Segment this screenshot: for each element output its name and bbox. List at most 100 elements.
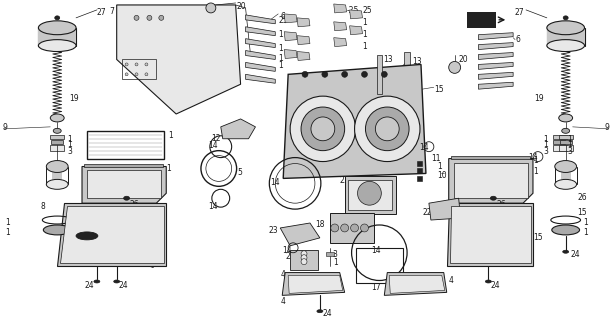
Circle shape <box>351 224 359 232</box>
Ellipse shape <box>485 280 491 283</box>
Text: 4: 4 <box>280 297 285 306</box>
Bar <box>51 140 63 144</box>
Text: 4: 4 <box>280 269 285 279</box>
Ellipse shape <box>317 310 323 313</box>
Text: 24: 24 <box>323 309 332 318</box>
Text: 14: 14 <box>528 153 537 162</box>
Text: 15: 15 <box>578 208 587 217</box>
Bar <box>378 54 382 94</box>
Circle shape <box>145 73 148 76</box>
Ellipse shape <box>554 161 577 172</box>
Bar <box>52 166 62 184</box>
Text: 1: 1 <box>278 53 283 62</box>
Text: 18: 18 <box>315 220 324 229</box>
Text: 20: 20 <box>458 54 468 63</box>
Bar <box>345 176 396 214</box>
Text: 10: 10 <box>437 172 446 180</box>
Circle shape <box>135 63 138 66</box>
Circle shape <box>290 96 356 162</box>
Text: 1: 1 <box>543 135 548 144</box>
Text: 24: 24 <box>119 282 129 291</box>
Text: 21: 21 <box>340 176 349 185</box>
Ellipse shape <box>54 16 60 20</box>
Ellipse shape <box>559 114 573 122</box>
Polygon shape <box>87 171 162 198</box>
Polygon shape <box>479 82 513 89</box>
Bar <box>553 145 567 151</box>
Bar <box>553 135 567 139</box>
Polygon shape <box>479 43 513 50</box>
Polygon shape <box>280 223 320 246</box>
Polygon shape <box>245 15 275 24</box>
Bar <box>356 248 403 284</box>
Text: 13: 13 <box>383 54 393 63</box>
Bar <box>561 166 570 184</box>
Bar <box>466 12 496 28</box>
Text: 12: 12 <box>211 134 220 143</box>
Circle shape <box>301 255 307 261</box>
Polygon shape <box>297 18 310 27</box>
Text: 1: 1 <box>333 258 337 267</box>
Polygon shape <box>349 10 362 19</box>
Polygon shape <box>284 32 297 41</box>
Text: 22: 22 <box>423 208 433 217</box>
Text: 3: 3 <box>333 250 338 259</box>
Bar <box>50 135 64 139</box>
Ellipse shape <box>47 161 68 172</box>
Ellipse shape <box>562 250 569 253</box>
Text: 1: 1 <box>362 18 367 27</box>
Bar <box>560 140 572 144</box>
Polygon shape <box>245 27 275 36</box>
Bar <box>417 169 422 173</box>
Text: 1: 1 <box>543 140 548 149</box>
Circle shape <box>134 15 139 20</box>
Polygon shape <box>447 203 533 266</box>
Polygon shape <box>334 22 346 31</box>
Text: 3: 3 <box>543 147 548 156</box>
Polygon shape <box>245 39 275 48</box>
Bar <box>326 252 334 256</box>
Ellipse shape <box>547 21 584 35</box>
Text: 26: 26 <box>578 193 587 202</box>
Circle shape <box>206 3 216 13</box>
Polygon shape <box>349 26 362 35</box>
Text: 1: 1 <box>278 61 283 70</box>
Bar <box>417 176 422 181</box>
Bar <box>559 145 573 151</box>
Text: 1: 1 <box>67 140 72 149</box>
Text: 1: 1 <box>278 44 283 52</box>
Text: 26: 26 <box>130 200 139 209</box>
Text: 24: 24 <box>570 250 580 259</box>
Text: 1: 1 <box>278 30 283 39</box>
Text: 1: 1 <box>166 164 171 172</box>
Circle shape <box>311 117 335 141</box>
Circle shape <box>301 107 345 151</box>
Text: -25: -25 <box>346 6 359 15</box>
Bar <box>84 164 163 166</box>
Ellipse shape <box>39 40 76 52</box>
Circle shape <box>147 15 152 20</box>
Bar <box>450 156 530 159</box>
Ellipse shape <box>124 196 130 200</box>
Circle shape <box>301 251 307 257</box>
Ellipse shape <box>552 225 580 235</box>
Bar <box>39 28 76 45</box>
Text: 23: 23 <box>268 226 278 235</box>
Circle shape <box>135 73 138 76</box>
Text: 4: 4 <box>449 276 453 284</box>
Text: 11: 11 <box>431 154 441 163</box>
Ellipse shape <box>547 40 584 52</box>
Text: FR.: FR. <box>472 15 490 25</box>
Bar <box>547 28 584 45</box>
Text: 15: 15 <box>434 85 444 94</box>
Text: 14: 14 <box>419 143 428 152</box>
Circle shape <box>301 259 307 265</box>
Text: 15: 15 <box>533 233 543 242</box>
Circle shape <box>322 71 328 77</box>
Text: 3: 3 <box>67 147 72 156</box>
Bar <box>417 161 422 165</box>
Ellipse shape <box>94 280 100 283</box>
Polygon shape <box>479 33 513 40</box>
Polygon shape <box>450 206 531 263</box>
Polygon shape <box>479 72 513 79</box>
